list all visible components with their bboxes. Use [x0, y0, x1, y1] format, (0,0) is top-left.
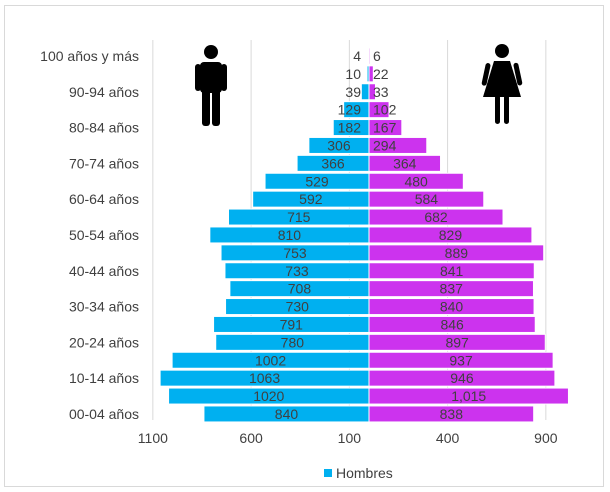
- category-labels: 100 años y más 90-94 años 80-84 años 70-74 …: [40, 48, 139, 422]
- data-label-hombres: 715: [287, 209, 311, 225]
- data-label-hombres: 753: [283, 245, 307, 261]
- data-label-hombres: 182: [338, 120, 362, 136]
- data-label-hombres: 730: [286, 299, 310, 315]
- data-label-hombres: 1063: [249, 370, 280, 386]
- data-label-hombres: 39: [345, 84, 361, 100]
- category-label: 50-54 años: [69, 227, 139, 243]
- data-label-mujeres: 167: [373, 120, 397, 136]
- male-figure-icon: [195, 45, 227, 126]
- data-label-hombres: 366: [321, 155, 345, 171]
- data-labels: 4 6 10 22 39 33 129 102 182 167 306 294 366 364 529 480…: [249, 48, 486, 422]
- bar-mujeres: [368, 101, 390, 119]
- data-label-mujeres: 1,015: [451, 388, 486, 404]
- bar-mujeres: [368, 262, 535, 280]
- bar-mujeres: [368, 119, 403, 137]
- data-label-mujeres: 364: [393, 155, 417, 171]
- data-label-mujeres: 846: [440, 316, 464, 332]
- legend: Hombres: [324, 465, 393, 481]
- category-label: 40-44 años: [69, 263, 139, 279]
- bar-mujeres: [368, 387, 569, 405]
- data-label-hombres: 708: [288, 281, 312, 297]
- bar-mujeres: [368, 136, 428, 154]
- data-label-mujeres: 946: [450, 370, 474, 386]
- data-label-hombres: 780: [281, 334, 305, 350]
- bar-mujeres: [368, 405, 535, 423]
- x-tick-label: 1100: [138, 430, 168, 446]
- data-label-mujeres: 841: [440, 263, 464, 279]
- category-label: 80-84 años: [69, 120, 139, 136]
- data-label-hombres: 306: [327, 137, 351, 153]
- x-tick-label: 900: [534, 430, 558, 446]
- x-tick-label: 100: [338, 430, 362, 446]
- data-label-hombres: 791: [280, 316, 304, 332]
- x-axis-ticks: 1100 600 100 400 900: [138, 430, 558, 446]
- female-figure-icon: [481, 44, 523, 124]
- category-label: 30-34 años: [69, 299, 139, 315]
- bar-mujeres: [368, 333, 546, 351]
- category-label: 100 años y más: [40, 48, 139, 64]
- category-label: 60-64 años: [69, 191, 139, 207]
- data-label-mujeres: 682: [424, 209, 448, 225]
- x-tick-label: 400: [436, 430, 460, 446]
- bar-mujeres: [368, 65, 374, 83]
- data-label-hombres: 1002: [255, 352, 286, 368]
- bar-mujeres: [368, 298, 535, 316]
- data-label-hombres: 733: [285, 263, 309, 279]
- legend-label-hombres: Hombres: [336, 465, 393, 481]
- data-label-mujeres: 33: [373, 84, 389, 100]
- category-label: 00-04 años: [69, 406, 139, 422]
- category-label: 70-74 años: [69, 155, 139, 171]
- data-label-mujeres: 838: [440, 406, 464, 422]
- bar-mujeres: [368, 47, 371, 65]
- bar-mujeres: [368, 83, 376, 101]
- bar-mujeres: [368, 226, 533, 244]
- data-label-hombres: 529: [305, 173, 329, 189]
- bar-mujeres: [368, 280, 534, 298]
- data-label-hombres: 10: [345, 66, 361, 82]
- bar-mujeres: [368, 315, 536, 333]
- bar-mujeres: [368, 351, 554, 369]
- data-label-hombres: 840: [275, 406, 299, 422]
- bar-mujeres: [368, 172, 464, 190]
- data-label-mujeres: 480: [404, 173, 428, 189]
- data-label-mujeres: 829: [439, 227, 463, 243]
- bars-mujeres: [368, 47, 569, 423]
- bars-hombres: [159, 47, 370, 423]
- bar-mujeres: [368, 244, 545, 262]
- data-label-mujeres: 22: [373, 66, 389, 82]
- bar-hombres: [360, 83, 370, 101]
- bar-mujeres: [368, 369, 556, 387]
- data-label-mujeres: 102: [373, 102, 397, 118]
- data-label-hombres: 810: [278, 227, 302, 243]
- category-label: 10-14 años: [69, 370, 139, 386]
- data-label-hombres: 4: [353, 48, 361, 64]
- category-label: 90-94 años: [69, 84, 139, 100]
- data-label-mujeres: 840: [440, 299, 464, 315]
- bar-mujeres: [368, 154, 442, 172]
- data-label-mujeres: 889: [445, 245, 469, 261]
- legend-swatch-hombres: [324, 469, 332, 477]
- data-label-mujeres: 837: [440, 281, 464, 297]
- x-tick-label: 600: [239, 430, 263, 446]
- data-label-hombres: 1020: [253, 388, 284, 404]
- data-label-mujeres: 937: [449, 352, 473, 368]
- bar-mujeres: [368, 208, 504, 226]
- data-label-mujeres: 584: [415, 191, 439, 207]
- category-label: 20-24 años: [69, 334, 139, 350]
- bar-mujeres: [368, 190, 485, 208]
- data-label-hombres: 129: [338, 102, 362, 118]
- data-label-hombres: 592: [299, 191, 323, 207]
- data-label-mujeres: 897: [445, 334, 469, 350]
- data-label-mujeres: 294: [373, 137, 397, 153]
- data-label-mujeres: 6: [373, 48, 381, 64]
